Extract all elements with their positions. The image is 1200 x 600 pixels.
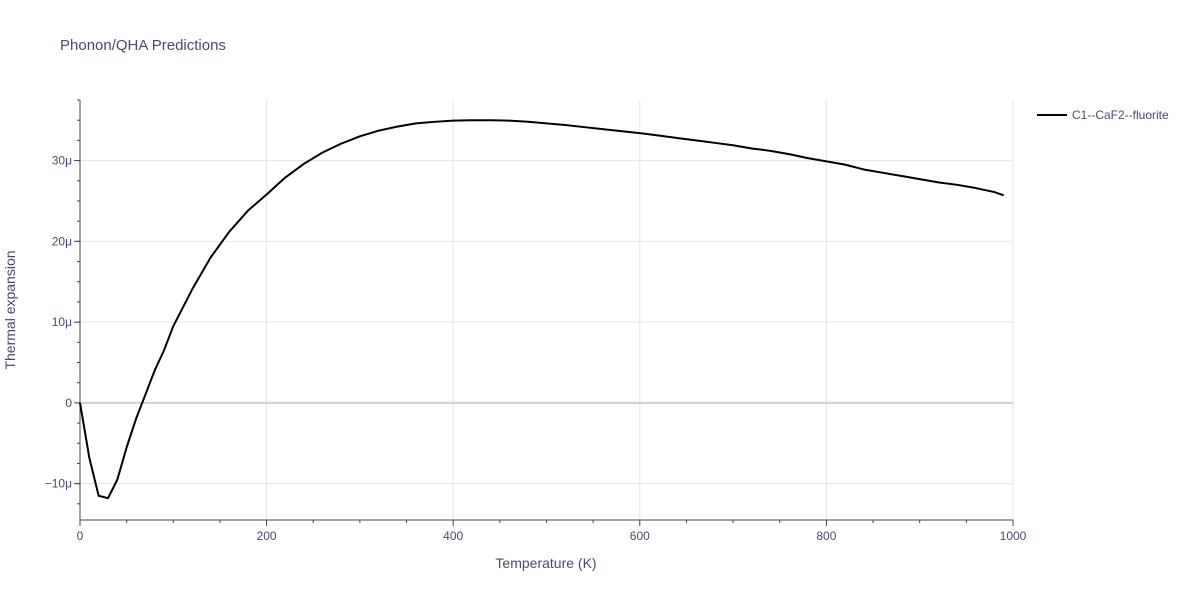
x-tick-label: 200	[257, 529, 277, 543]
legend[interactable]: C1--CaF2--fluorite	[1037, 108, 1169, 122]
y-tick-label: −10μ	[45, 477, 72, 491]
chart-title: Phonon/QHA Predictions	[60, 37, 226, 54]
x-tick-label: 800	[816, 529, 836, 543]
x-tick-label: 400	[443, 529, 463, 543]
y-tick-label: 0	[65, 396, 72, 410]
y-tick-label: 20μ	[52, 234, 72, 248]
plot-area	[79, 119, 1004, 500]
y-axis-title: Thermal expansion	[2, 250, 18, 369]
legend-label[interactable]: C1--CaF2--fluorite	[1072, 108, 1169, 122]
x-tick-label: 1000	[1000, 529, 1027, 543]
x-axis-title: Temperature (K)	[495, 555, 596, 571]
x-tick-label: 0	[77, 529, 84, 543]
series-line	[79, 119, 1004, 500]
y-tick-label: 30μ	[52, 154, 72, 168]
axes: 0 200 400 600 800 1000 −10μ 0 10μ 20μ 30μ	[45, 99, 1027, 543]
grid	[80, 100, 1014, 520]
x-tick-label: 600	[630, 529, 650, 543]
y-tick-label: 10μ	[52, 315, 72, 329]
